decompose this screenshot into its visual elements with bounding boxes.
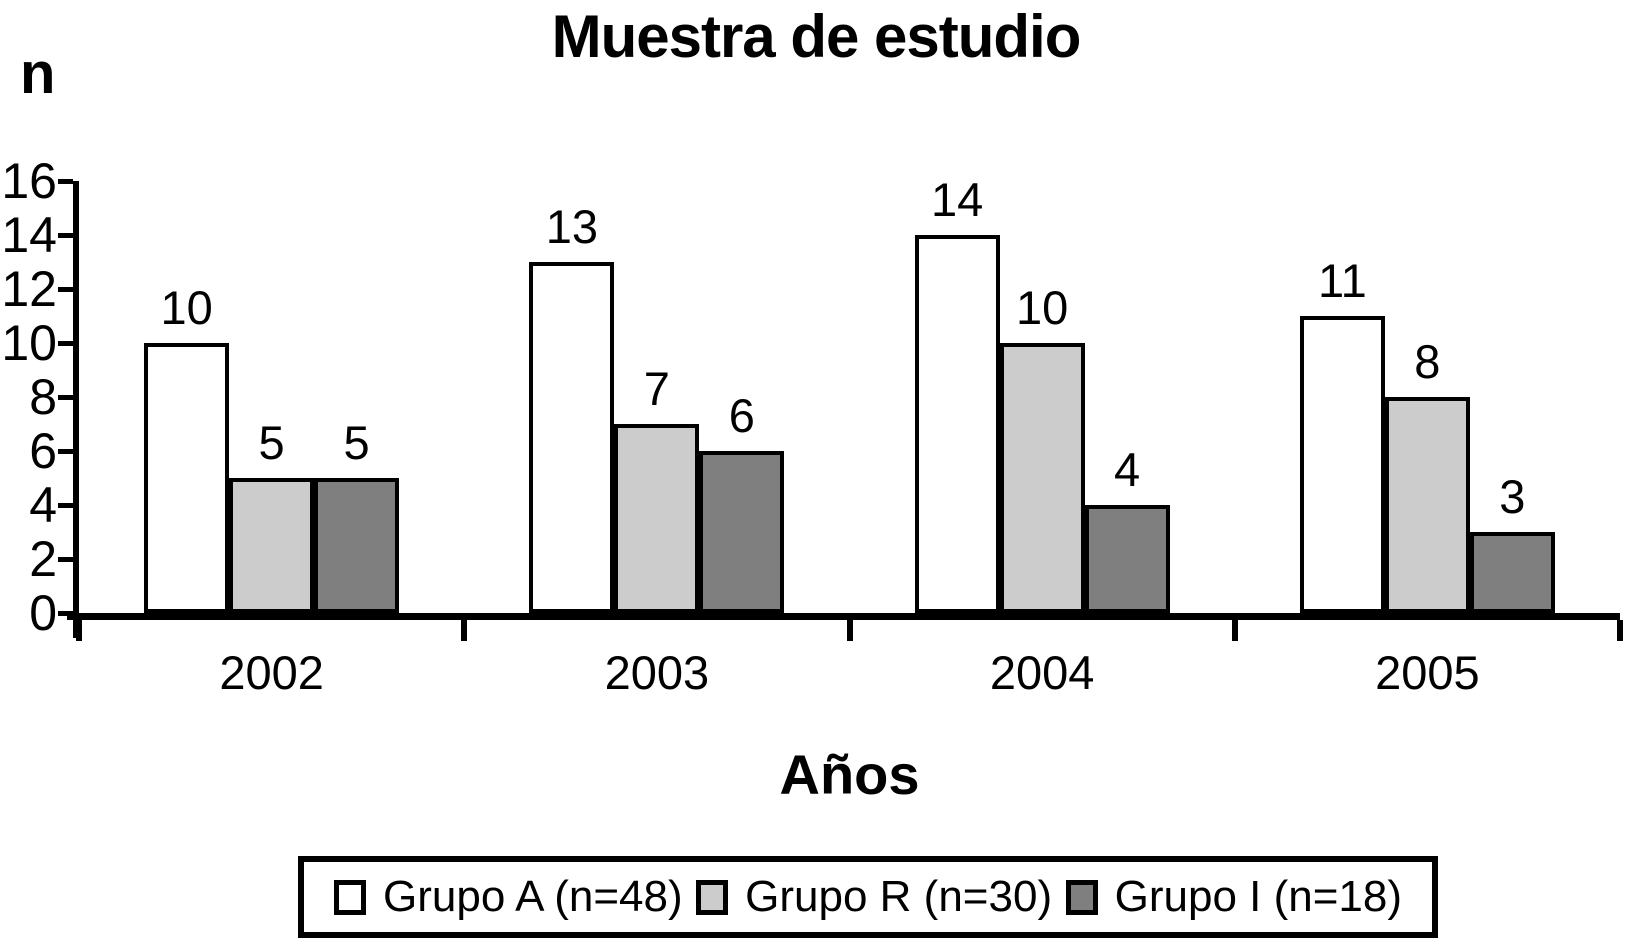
legend-box: Grupo A (n=48) Grupo R (n=30) Grupo I (n=1… [298, 856, 1438, 938]
bar-i-2005 [1469, 532, 1555, 613]
bar-value-label: 7 [643, 362, 670, 415]
bar-value-label: 8 [1414, 335, 1441, 388]
bar-r-2003 [614, 424, 700, 613]
y-tick-label: 12 [1, 261, 57, 317]
legend-swatch-i [1065, 879, 1098, 915]
legend-swatch-a [334, 879, 366, 915]
legend-swatch-r [696, 879, 729, 915]
y-tick-label: 0 [29, 585, 57, 641]
plot-area: 0 2 4 6 8 10 12 14 16 10 5 5 2002 13 7 6 2003 14 10 4 2004 11… [1, 155, 1623, 699]
x-category-label: 2005 [1375, 646, 1480, 699]
bar-a-2002 [144, 343, 230, 613]
y-axis-tick [58, 556, 73, 562]
x-axis-line [67, 613, 1620, 620]
x-category-label: 2003 [604, 646, 710, 699]
bar-value-label: 13 [545, 200, 599, 253]
y-axis-line [73, 181, 79, 638]
y-tick-label: 2 [29, 531, 57, 587]
y-axis-tick [58, 502, 73, 508]
bar-r-2004 [999, 343, 1085, 613]
x-axis-tick [76, 620, 82, 641]
legend-label: Grupo I (n=18) [1114, 872, 1402, 921]
bar-value-label: 4 [1114, 443, 1141, 496]
bar-i-2003 [699, 451, 785, 613]
bar-value-label: 10 [160, 281, 213, 334]
bar-i-2004 [1084, 505, 1170, 613]
x-axis-title: Años [779, 743, 920, 806]
legend-item-a: Grupo A (n=48) [334, 872, 683, 922]
bar-a-2005 [1299, 316, 1385, 613]
bar-i-2002 [314, 478, 400, 613]
y-axis-tick [58, 394, 73, 400]
y-axis-tick [58, 340, 73, 346]
y-tick-label: 6 [29, 423, 57, 479]
y-axis-tick [58, 610, 73, 616]
x-category-label: 2002 [219, 646, 324, 699]
x-axis-tick [1617, 620, 1623, 641]
y-axis-tick [58, 286, 73, 292]
y-axis-title: n [20, 41, 56, 106]
bar-a-2004 [914, 235, 1000, 613]
chart-title: Muestra de estudio [551, 3, 1082, 70]
y-tick-label: 8 [29, 369, 57, 425]
bar-value-label: 10 [1015, 281, 1069, 334]
y-axis-tick [58, 448, 73, 454]
x-category-label: 2004 [989, 646, 1095, 699]
bar-value-label: 5 [258, 416, 285, 469]
bar-value-label: 5 [343, 416, 370, 469]
bar-value-label: 3 [1499, 470, 1526, 523]
y-axis-tick [58, 178, 73, 184]
legend-label: Grupo A (n=48) [383, 872, 683, 921]
legend-item-i: Grupo I (n=18) [1065, 872, 1402, 922]
x-axis-tick [461, 620, 468, 641]
bar-value-label: 14 [930, 173, 984, 226]
y-tick-label: 14 [1, 207, 57, 263]
y-tick-label: 10 [1, 315, 57, 371]
bar-value-label: 11 [1317, 254, 1367, 307]
y-tick-label: 4 [29, 477, 57, 533]
bar-value-label: 6 [728, 389, 755, 442]
legend-label: Grupo R (n=30) [745, 872, 1053, 921]
bar-r-2005 [1384, 397, 1470, 613]
bar-a-2003 [529, 262, 615, 613]
x-axis-tick [1231, 620, 1238, 641]
bar-r-2002 [229, 478, 315, 613]
x-axis-tick [846, 620, 853, 641]
y-tick-label: 16 [1, 153, 57, 209]
legend-item-r: Grupo R (n=30) [696, 872, 1052, 922]
y-axis-tick [58, 232, 73, 238]
